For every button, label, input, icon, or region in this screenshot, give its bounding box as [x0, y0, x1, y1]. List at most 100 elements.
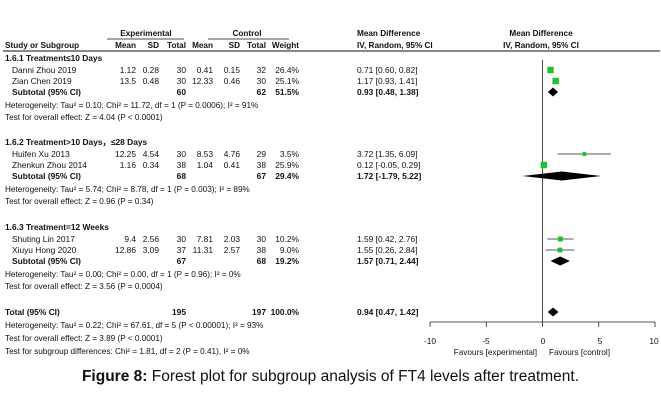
ci-text: 1.72 [-1.79, 5.22]	[357, 171, 421, 181]
c-mean: 11.31	[193, 245, 214, 255]
table-row: Danni Zhou 2019 1.12 0.28 30 0.41 0.15 3…	[12, 65, 418, 75]
e-total: 38	[177, 160, 187, 170]
subtotal-row: Subtotal (95% CI) 67 68 19.2% 1.57 [0.71…	[12, 256, 419, 266]
ci-text: 0.93 [0.48, 1.38]	[357, 87, 419, 97]
c-mean: 12.33	[192, 76, 213, 86]
subtotal-label: Subtotal (95% CI)	[12, 171, 81, 181]
subtotal-row: Subtotal (95% CI) 60 62 51.5% 0.93 [0.48…	[12, 87, 419, 97]
c-sd: 0.46	[224, 76, 241, 86]
e-sd: 0.28	[143, 65, 160, 75]
total-heterogeneity-text: Heterogeneity: Tau² = 0.22; Chi² = 67.61…	[5, 321, 263, 330]
axis-tick-label: -5	[482, 336, 490, 346]
study-name: Zian Chen 2019	[12, 76, 72, 86]
col-header-weight: Weight	[272, 41, 299, 50]
e-sd: 2.56	[143, 234, 160, 244]
c-total: 29	[257, 149, 267, 159]
e-total: 60	[177, 87, 187, 97]
subgroup-2-title: 1.6.2 Treatment>10 Days，≤28 Days	[5, 137, 148, 147]
study-name: Xiuyu Hong 2020	[12, 245, 77, 255]
c-total: 68	[257, 256, 267, 266]
axis-tick-label: 5	[598, 336, 603, 346]
c-sd: 0.15	[224, 65, 241, 75]
e-total: 67	[177, 256, 187, 266]
e-mean: 9.4	[124, 234, 136, 244]
c-total: 38	[257, 160, 267, 170]
c-mean: 8.53	[197, 149, 214, 159]
group-header-control: Control	[232, 29, 261, 38]
favours-control-label: Favours [control]	[549, 348, 610, 357]
table-row: Xiuyu Hong 2020 12.86 3.09 37 11.31 2.57…	[12, 245, 418, 255]
overall-effect-text: Test for overall effect: Z = 0.96 (P = 0…	[5, 197, 154, 206]
e-total: 195	[172, 307, 186, 317]
forest-plot: Experimental Control Mean Difference Mea…	[3, 29, 660, 357]
group-header-mean-diff-right: Mean Difference	[509, 29, 573, 38]
c-sd: 2.03	[224, 234, 241, 244]
figure-caption-text: Forest plot for subgroup analysis of FT4…	[147, 368, 580, 385]
c-sd: 2.57	[224, 245, 241, 255]
subgroup-differences-text: Test for subgroup differences: Chi² = 1.…	[5, 347, 250, 356]
col-header-e-total: Total	[167, 41, 186, 50]
ci-text: 1.59 [0.42, 2.76]	[357, 234, 418, 244]
heterogeneity-text: Heterogeneity: Tau² = 0.10; Chi² = 11.72…	[5, 101, 258, 110]
col-header-ci-left: IV, Random, 95% CI	[357, 41, 433, 50]
e-total: 30	[177, 149, 187, 159]
col-header-e-sd: SD	[148, 41, 159, 50]
subgroup-3-title: 1.6.3 Treatment=12 Weeks	[5, 222, 109, 232]
c-sd: 4.76	[224, 149, 241, 159]
c-mean: 7.81	[197, 234, 214, 244]
weight: 100.0%	[271, 307, 300, 317]
figure-caption: Figure 8: Forest plot for subgroup analy…	[0, 362, 661, 392]
subtotal-diamond	[550, 256, 570, 266]
weight: 26.4%	[275, 65, 299, 75]
table-row: Zian Chen 2019 13.5 0.48 30 12.33 0.46 3…	[12, 76, 418, 86]
overall-effect-text: Test for overall effect: Z = 4.04 (P < 0…	[5, 113, 163, 122]
effect-square	[582, 152, 587, 156]
heterogeneity-text: Heterogeneity: Tau² = 0.00; Chi² = 0.00,…	[5, 270, 241, 279]
e-sd: 3.09	[143, 245, 160, 255]
e-sd: 0.48	[143, 76, 160, 86]
subtotal-row: Subtotal (95% CI) 68 67 29.4% 1.72 [-1.7…	[12, 171, 421, 181]
e-total: 37	[177, 245, 187, 255]
e-total: 30	[177, 234, 187, 244]
subtotal-diamond	[547, 87, 559, 97]
total-overall-effect-text: Test for overall effect: Z = 3.89 (P < 0…	[5, 334, 163, 343]
effect-square	[540, 161, 548, 169]
total-row: Total (95% CI) 195 197 100.0% 0.94 [0.47…	[5, 307, 419, 317]
effect-square	[557, 247, 563, 253]
effect-square	[557, 236, 563, 242]
effect-square	[552, 77, 559, 85]
col-header-study: Study or Subgroup	[5, 41, 79, 50]
ci-text: 1.17 [0.93, 1.41]	[357, 76, 418, 86]
subtotal-label: Subtotal (95% CI)	[12, 87, 81, 97]
ci-text: 1.55 [0.26, 2.84]	[357, 245, 418, 255]
overall-effect-text: Test for overall effect: Z = 3.56 (P = 0…	[5, 282, 163, 291]
e-sd: 4.54	[143, 149, 160, 159]
col-header-c-mean: Mean	[192, 41, 213, 50]
weight: 25.9%	[275, 160, 299, 170]
c-mean: 0.41	[197, 65, 214, 75]
forest-marks	[429, 60, 656, 327]
table-row: Zhenkun Zhou 2014 1.16 0.34 38 1.04 0.41…	[12, 160, 420, 170]
ci-text: 0.71 [0.60, 0.82]	[357, 65, 418, 75]
c-total: 62	[257, 87, 267, 97]
c-total: 30	[257, 234, 267, 244]
c-sd: 0.41	[224, 160, 241, 170]
c-total: 67	[257, 171, 267, 181]
study-name: Shuting Lin 2017	[12, 234, 75, 244]
weight: 29.4%	[275, 171, 299, 181]
e-total: 30	[177, 65, 187, 75]
e-sd: 0.34	[143, 160, 160, 170]
e-mean: 12.86	[115, 245, 136, 255]
col-header-ci-right: IV, Random, 95% CI	[503, 41, 579, 50]
weight: 51.5%	[275, 87, 299, 97]
c-total: 197	[252, 307, 266, 317]
heterogeneity-text: Heterogeneity: Tau² = 5.74; Chi² = 8.78,…	[5, 185, 250, 194]
weight: 3.5%	[280, 149, 300, 159]
weight: 10.2%	[275, 234, 299, 244]
figure-caption-label: Figure 8:	[81, 368, 148, 385]
group-header-experimental: Experimental	[120, 29, 171, 38]
col-header-e-mean: Mean	[115, 41, 136, 50]
weight: 9.0%	[280, 245, 300, 255]
table-row: Shuting Lin 2017 9.4 2.56 30 7.81 2.03 3…	[12, 234, 418, 244]
study-name: Zhenkun Zhou 2014	[12, 160, 87, 170]
